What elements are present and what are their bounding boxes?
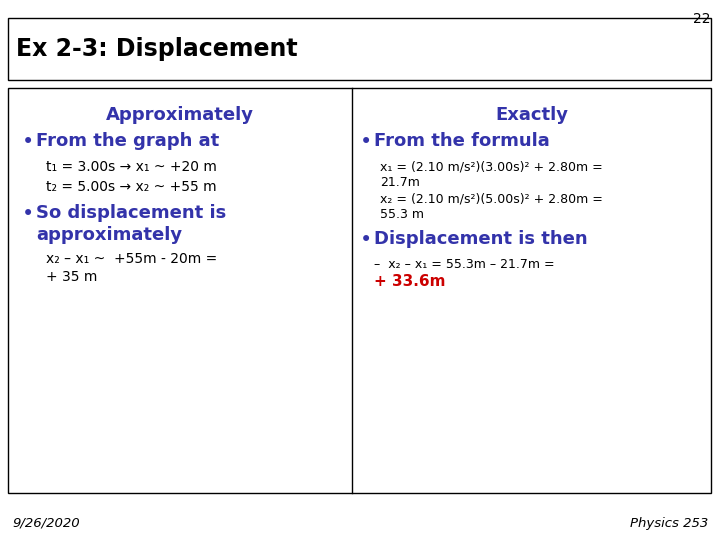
Text: + 35 m: + 35 m: [46, 270, 97, 284]
Text: •: •: [360, 230, 372, 250]
Text: From the graph at: From the graph at: [36, 132, 220, 150]
Text: Approximately: Approximately: [106, 106, 254, 124]
Text: 55.3 m: 55.3 m: [380, 208, 424, 221]
Text: •: •: [360, 132, 372, 152]
Text: •: •: [22, 204, 35, 224]
Text: Physics 253: Physics 253: [630, 517, 708, 530]
Text: x₂ – x₁ ~  +55m - 20m =: x₂ – x₁ ~ +55m - 20m =: [46, 252, 217, 266]
Text: •: •: [22, 132, 35, 152]
Text: 22: 22: [693, 12, 710, 26]
Text: t₂ = 5.00s → x₂ ~ +55 m: t₂ = 5.00s → x₂ ~ +55 m: [46, 180, 217, 194]
Text: –  x₂ – x₁ = 55.3m – 21.7m =: – x₂ – x₁ = 55.3m – 21.7m =: [374, 258, 554, 271]
Text: t₁ = 3.00s → x₁ ~ +20 m: t₁ = 3.00s → x₁ ~ +20 m: [46, 160, 217, 174]
Text: 9/26/2020: 9/26/2020: [12, 517, 80, 530]
Text: + 33.6m: + 33.6m: [374, 274, 446, 289]
Text: approximately: approximately: [36, 226, 182, 244]
Text: Ex 2-3: Displacement: Ex 2-3: Displacement: [16, 37, 297, 61]
Text: Displacement is then: Displacement is then: [374, 230, 588, 248]
Text: From the formula: From the formula: [374, 132, 550, 150]
FancyBboxPatch shape: [8, 88, 711, 493]
Text: x₁ = (2.10 m/s²)(3.00s)² + 2.80m =: x₁ = (2.10 m/s²)(3.00s)² + 2.80m =: [380, 160, 603, 173]
FancyBboxPatch shape: [8, 18, 711, 80]
Text: So displacement is: So displacement is: [36, 204, 226, 222]
Text: Exactly: Exactly: [495, 106, 568, 124]
Text: 21.7m: 21.7m: [380, 176, 420, 189]
Text: x₂ = (2.10 m/s²)(5.00s)² + 2.80m =: x₂ = (2.10 m/s²)(5.00s)² + 2.80m =: [380, 192, 603, 205]
